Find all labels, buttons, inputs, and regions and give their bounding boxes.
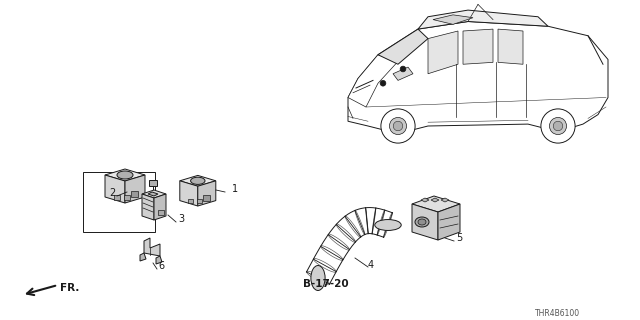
Polygon shape (378, 29, 428, 64)
Text: 5: 5 (456, 233, 462, 243)
Bar (131, 191, 138, 197)
Text: 1: 1 (232, 184, 238, 194)
Circle shape (381, 109, 415, 143)
Polygon shape (105, 169, 145, 181)
Polygon shape (180, 175, 216, 186)
Polygon shape (412, 204, 438, 240)
Bar (188, 199, 193, 203)
Bar (204, 195, 209, 201)
Polygon shape (180, 181, 198, 206)
Circle shape (380, 80, 386, 86)
Circle shape (390, 117, 406, 134)
Circle shape (393, 121, 403, 131)
Polygon shape (441, 198, 449, 202)
Bar (149, 180, 157, 186)
Bar (114, 195, 120, 200)
Text: FR.: FR. (60, 283, 79, 293)
Circle shape (400, 66, 406, 72)
Ellipse shape (418, 219, 426, 225)
Circle shape (550, 117, 566, 134)
Polygon shape (428, 31, 458, 74)
Polygon shape (412, 196, 460, 212)
Polygon shape (498, 29, 523, 64)
Polygon shape (438, 204, 460, 240)
Text: B-17-20: B-17-20 (303, 279, 349, 289)
Polygon shape (148, 192, 158, 196)
Polygon shape (144, 238, 160, 256)
Circle shape (541, 109, 575, 143)
Polygon shape (142, 190, 166, 198)
Text: 4: 4 (368, 260, 374, 270)
Text: THR4B6100: THR4B6100 (535, 309, 580, 318)
Circle shape (553, 121, 563, 131)
Polygon shape (393, 67, 413, 80)
Polygon shape (431, 198, 439, 202)
Polygon shape (198, 181, 216, 206)
Polygon shape (154, 194, 166, 220)
Ellipse shape (311, 266, 325, 291)
Text: 6: 6 (158, 261, 164, 271)
Polygon shape (348, 21, 608, 134)
Ellipse shape (375, 220, 401, 230)
Polygon shape (433, 15, 473, 24)
Polygon shape (156, 256, 162, 264)
Bar (83, 172, 155, 232)
Text: 3: 3 (178, 214, 184, 224)
Polygon shape (125, 175, 145, 203)
Polygon shape (463, 29, 493, 64)
Polygon shape (142, 194, 154, 220)
Text: 2: 2 (109, 188, 115, 198)
Bar (124, 195, 130, 200)
Ellipse shape (415, 217, 429, 227)
Polygon shape (418, 10, 548, 29)
Ellipse shape (191, 177, 205, 184)
Polygon shape (421, 198, 429, 202)
Bar (197, 199, 202, 203)
Polygon shape (140, 253, 146, 261)
Polygon shape (105, 175, 125, 203)
Bar (158, 210, 164, 215)
Ellipse shape (117, 171, 133, 179)
Polygon shape (348, 55, 398, 107)
